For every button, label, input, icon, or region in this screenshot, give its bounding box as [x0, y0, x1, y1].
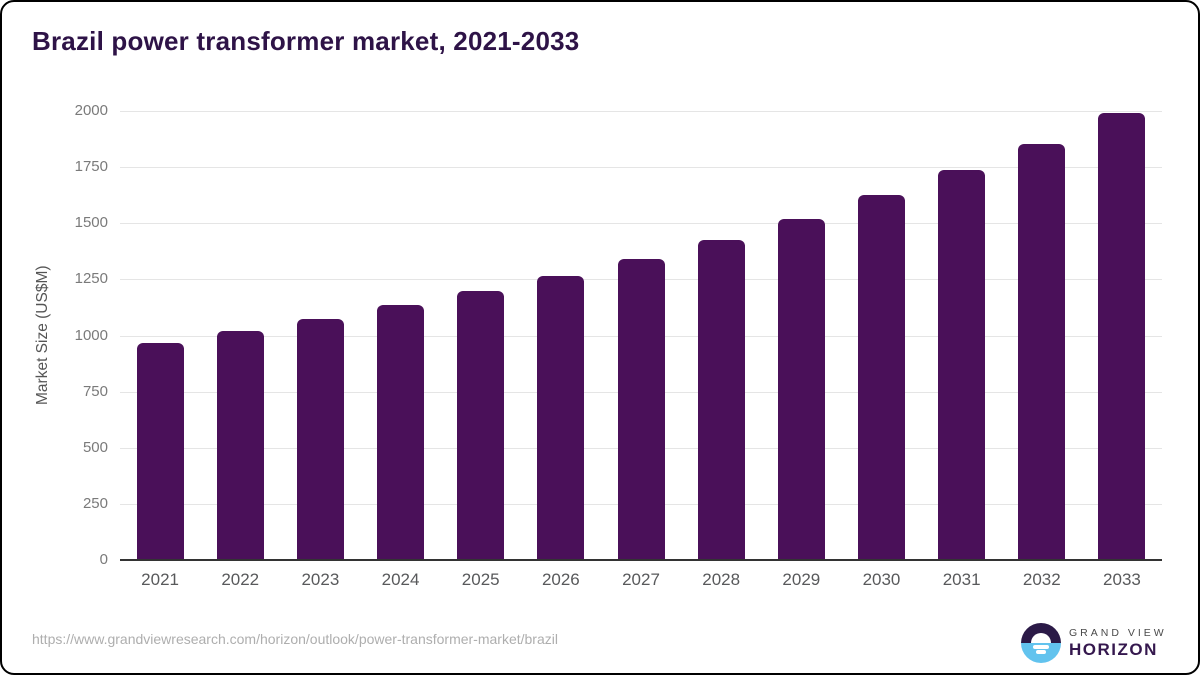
bar-2026 — [537, 276, 585, 560]
y-tick-label: 500 — [82, 439, 108, 456]
bar-2029 — [777, 219, 825, 560]
horizon-sun-logo-icon — [1021, 623, 1061, 663]
bar-slot — [120, 111, 200, 560]
x-axis-line — [120, 559, 1162, 561]
bar-slot — [200, 111, 280, 560]
sun-shape — [1031, 633, 1051, 643]
x-tick-label: 2030 — [862, 570, 901, 589]
x-tick-label: 2031 — [942, 570, 981, 589]
x-tick-label: 2022 — [221, 570, 260, 589]
x-tick-label: 2023 — [301, 570, 340, 589]
bar-2023 — [296, 319, 344, 560]
x-tick-label: 2025 — [461, 570, 500, 589]
bar-2030 — [857, 195, 905, 560]
x-tick-label: 2024 — [381, 570, 420, 589]
bar-slot — [280, 111, 360, 560]
bar-2033 — [1098, 113, 1146, 560]
x-tick-label: 2026 — [541, 570, 580, 589]
bar-2025 — [457, 291, 505, 560]
gridline — [120, 223, 1162, 224]
bar-2027 — [617, 259, 665, 560]
bar-slot — [360, 111, 440, 560]
bar-slot — [1002, 111, 1082, 560]
x-axis-tick-labels: 2021 2022 2023 2024 2025 2026 2027 2028 2029 2030… — [120, 570, 1162, 590]
bar-2032 — [1018, 144, 1066, 560]
y-tick-label: 0 — [99, 551, 108, 568]
x-tick-label: 2021 — [141, 570, 179, 589]
bar-slot — [841, 111, 921, 560]
x-tick-label: 2028 — [702, 570, 741, 589]
y-tick-label: 2000 — [74, 102, 108, 119]
bar-slot — [761, 111, 841, 560]
x-tick-label: 2027 — [622, 570, 660, 589]
y-tick-label: 1250 — [74, 270, 108, 287]
bar-series — [120, 111, 1162, 560]
bar-slot — [601, 111, 681, 560]
brand-name-grand-view: GRAND VIEW — [1069, 626, 1167, 639]
bar-slot — [922, 111, 1002, 560]
gridline — [120, 111, 1162, 112]
chart-title: Brazil power transformer market, 2021-20… — [32, 26, 580, 56]
bar-slot — [441, 111, 521, 560]
plot-area — [120, 111, 1162, 561]
brand-name-horizon: HORIZON — [1069, 639, 1158, 659]
bar-2028 — [697, 240, 745, 560]
source-url-text: https://www.grandviewresearch.com/horizo… — [32, 631, 558, 647]
x-tick-label: 2032 — [1022, 570, 1061, 589]
x-tick-label: 2029 — [782, 570, 821, 589]
brand-text: GRAND VIEW HORIZON — [1069, 627, 1167, 660]
bar-slot — [1082, 111, 1162, 560]
x-tick-label: 2033 — [1103, 570, 1141, 589]
y-tick-label: 750 — [82, 383, 108, 400]
bar-2022 — [216, 331, 264, 560]
bar-2031 — [938, 170, 986, 560]
bar-2021 — [136, 343, 184, 560]
bar-2024 — [377, 305, 425, 560]
y-tick-label: 1750 — [74, 158, 108, 175]
bar-slot — [521, 111, 601, 560]
y-tick-label: 1500 — [74, 214, 108, 231]
gridline — [120, 167, 1162, 168]
y-axis-tick-labels: 0 250 500 750 1000 1250 1500 1750 2000 — [2, 102, 108, 568]
horizon-stripe — [1033, 645, 1049, 649]
y-tick-label: 1000 — [74, 327, 108, 344]
y-tick-label: 250 — [82, 495, 108, 512]
brand-logo: GRAND VIEW HORIZON — [1021, 623, 1167, 663]
bar-slot — [681, 111, 761, 560]
horizon-stripe — [1036, 650, 1046, 654]
